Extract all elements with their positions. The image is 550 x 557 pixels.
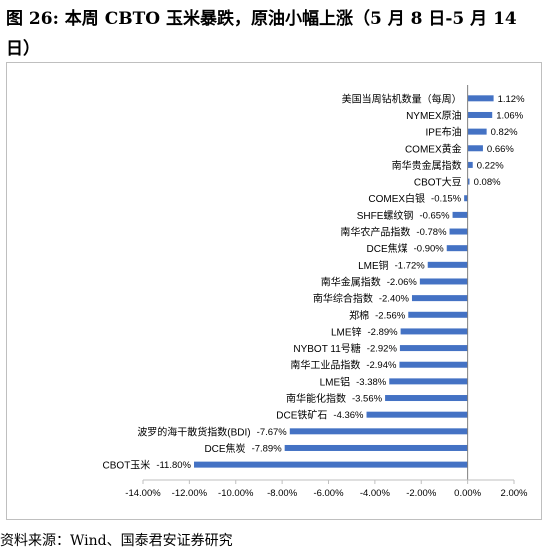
value-labels-group: 1.12% 1.06% 0.82% 0.66% 0.22% 0.08% -0.15% -0.6… [156, 94, 525, 471]
category-label: LME铝 [320, 376, 351, 388]
category-label: 南华综合指数 [313, 292, 373, 305]
chart-frame: 美国当周钻机数量（每周） NYMEX原油 IPE布油 COMEX黄金南华贵金属指数 CB… [6, 62, 542, 520]
category-label: 南华贵金属指数 [392, 159, 462, 172]
source-note: 资料来源：Wind、国泰君安证券研究 [0, 533, 233, 549]
bar [419, 278, 468, 285]
category-label: 南华能化指数 [286, 392, 346, 405]
category-label: SHFE螺纹钢 [357, 209, 414, 222]
value-label: -11.80% [156, 460, 191, 471]
bar [411, 295, 468, 302]
value-label: 0.82% [491, 127, 518, 138]
bar [467, 128, 487, 135]
category-label: 波罗的海干散货指数(BDI) [137, 425, 250, 438]
bars-group [194, 95, 494, 468]
x-tick-label: 2.00% [501, 488, 528, 499]
bar [289, 428, 468, 435]
category-label: DCE焦煤 [367, 242, 408, 255]
value-label: -4.36% [333, 410, 364, 421]
category-label: NYBOT 11号糖 [293, 342, 360, 355]
value-label: 1.12% [498, 94, 525, 105]
bar [449, 228, 468, 235]
value-label: -0.15% [431, 194, 462, 205]
x-tick-label: -10.00% [218, 488, 254, 499]
bar [194, 461, 468, 468]
bar [467, 145, 483, 152]
bar [446, 245, 468, 252]
x-tick-label: -12.00% [172, 488, 208, 499]
value-label: -0.90% [414, 244, 445, 255]
category-label: COMEX黄金 [405, 142, 462, 155]
value-label: -0.65% [419, 210, 450, 221]
bar [467, 178, 470, 185]
value-label: -3.38% [356, 377, 387, 388]
bar [452, 211, 468, 218]
value-label: -7.67% [257, 427, 288, 438]
category-label: DCE铁矿石 [276, 409, 327, 422]
bar [385, 395, 468, 402]
category-label: LME锌 [331, 325, 362, 338]
category-label: CBOT玉米 [103, 459, 151, 472]
value-label: 0.08% [474, 177, 501, 188]
x-axis-group: -14.00% -12.00% -10.00% -8.00% -6.00% -4.00% -… [125, 85, 528, 499]
value-label: -2.40% [379, 294, 410, 305]
bar [400, 328, 468, 335]
bar [399, 361, 468, 368]
category-label: 南华农产品指数 [340, 226, 410, 239]
x-tick-label: -8.00% [267, 488, 298, 499]
bar [467, 95, 494, 102]
x-tick-label: 0.00% [454, 488, 481, 499]
x-tick-label: -4.00% [360, 488, 391, 499]
value-label: -2.56% [375, 310, 406, 321]
category-label: 南华金属指数 [321, 275, 381, 288]
category-label: CBOT大豆 [414, 176, 462, 189]
bar [366, 411, 468, 418]
value-label: 0.22% [477, 160, 504, 171]
x-tick-label: -14.00% [125, 488, 161, 499]
figure-title: 图 26: 本周 CBTO 玉米暴跌，原油小幅上涨（5 月 8 日-5 月 14… [6, 9, 517, 59]
bar [467, 111, 493, 118]
bar [467, 161, 473, 168]
category-label: NYMEX原油 [406, 109, 462, 122]
category-label: LME铜 [358, 260, 389, 272]
value-label: -2.06% [387, 277, 418, 288]
category-label: 美国当周钻机数量（每周） [342, 92, 462, 105]
value-label: -2.94% [366, 360, 397, 371]
value-label: -2.89% [368, 327, 399, 338]
x-tick-label: -2.00% [406, 488, 437, 499]
category-label: DCE焦炭 [204, 442, 245, 455]
value-label: -0.78% [416, 227, 447, 238]
category-label: IPE布油 [426, 126, 462, 139]
bar [427, 261, 468, 268]
value-label: 0.66% [487, 144, 514, 155]
bar [399, 345, 468, 352]
value-label: -1.72% [395, 260, 426, 271]
value-label: -3.56% [352, 394, 383, 405]
bar [408, 311, 468, 318]
category-label: 郑棉 [349, 309, 369, 322]
value-label: 1.06% [496, 110, 523, 121]
bar [389, 378, 468, 385]
bar [464, 195, 468, 202]
value-label: -2.92% [367, 344, 398, 355]
category-label: 南华工业品指数 [290, 359, 360, 372]
x-tick-label: -6.00% [313, 488, 344, 499]
category-label: COMEX白银 [368, 192, 425, 205]
value-label: -7.89% [252, 443, 283, 454]
bar [284, 444, 468, 451]
